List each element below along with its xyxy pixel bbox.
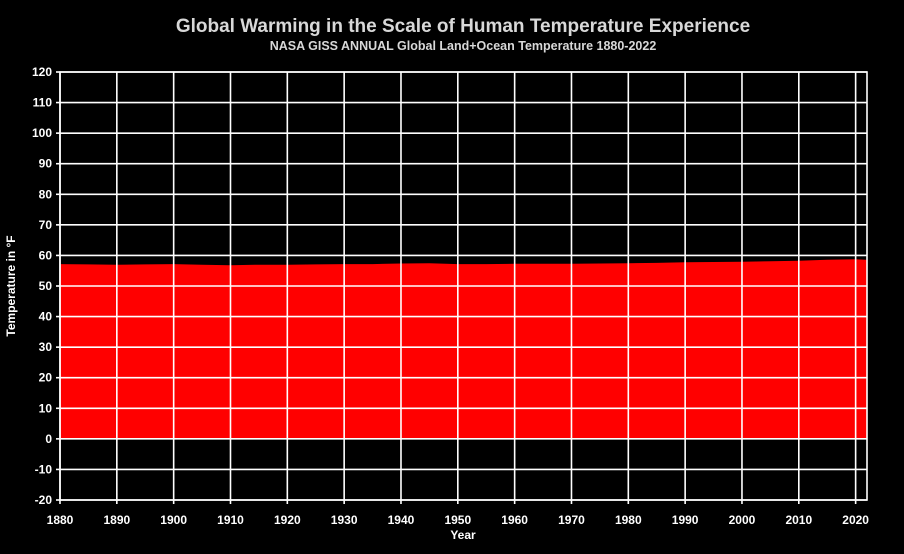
y-tick-label: 30	[39, 340, 53, 354]
x-tick-label: 1930	[331, 513, 358, 527]
x-tick-label: 1970	[558, 513, 585, 527]
x-tick-label: 1980	[615, 513, 642, 527]
y-tick-label: 80	[39, 187, 53, 201]
x-axis-label: Year	[450, 528, 476, 542]
x-tick-label: 1960	[501, 513, 528, 527]
y-tick-label: -20	[35, 493, 53, 507]
y-tick-label: 10	[39, 401, 53, 415]
y-tick-label: 90	[39, 157, 53, 171]
x-tick-label: 2000	[729, 513, 756, 527]
x-tick-label: 1920	[274, 513, 301, 527]
x-tick-label: 1890	[103, 513, 130, 527]
plot-frame	[59, 71, 868, 501]
y-tick-label: 100	[32, 126, 52, 140]
y-tick-label: 20	[39, 371, 53, 385]
x-tick-label: 2010	[785, 513, 812, 527]
y-axis-label: Temperature in °F	[4, 235, 18, 336]
y-tick-label: -10	[35, 462, 53, 476]
x-tick-label: 1880	[47, 513, 74, 527]
y-tick-label: 120	[32, 65, 52, 79]
x-tick-label: 1950	[444, 513, 471, 527]
x-tick-label: 2020	[842, 513, 869, 527]
x-tick-label: 1940	[388, 513, 415, 527]
x-tick-label: 1910	[217, 513, 244, 527]
y-tick-label: 70	[39, 218, 53, 232]
y-tick-label: 0	[45, 432, 52, 446]
x-tick-label: 1900	[160, 513, 187, 527]
y-tick-label: 50	[39, 279, 53, 293]
y-tick-label: 110	[33, 96, 53, 110]
chart-title: Global Warming in the Scale of Human Tem…	[176, 16, 750, 37]
plot-area: 1880 1890 1900 1910 1920 1930 1940 1950 1960 1970…	[32, 65, 869, 527]
y-tick-label: 40	[39, 310, 53, 324]
temperature-area	[59, 259, 868, 440]
chart-subtitle: NASA GISS ANNUAL Global Land+Ocean Tempe…	[270, 39, 657, 53]
x-tick-label: 1990	[672, 513, 699, 527]
y-tick-label: 60	[39, 248, 53, 262]
